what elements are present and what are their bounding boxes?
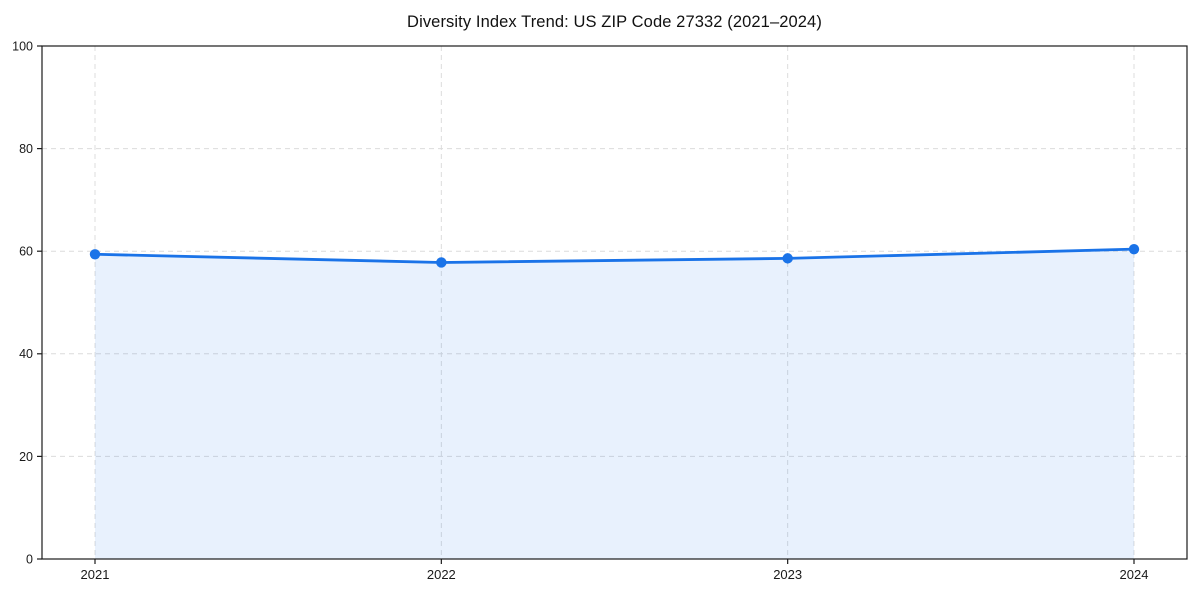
x-tick-label: 2023: [773, 567, 802, 582]
data-point: [436, 257, 447, 268]
y-tick-label: 80: [19, 142, 33, 156]
y-tick-label: 20: [19, 450, 33, 464]
y-tick-label: 40: [19, 347, 33, 361]
data-point: [89, 249, 101, 260]
x-tick-label: 2021: [81, 567, 110, 582]
data-point: [1128, 243, 1140, 255]
x-tick-label: 2022: [427, 567, 456, 582]
plot-border: [41, 45, 1188, 560]
x-tick-label: 2024: [1120, 567, 1149, 582]
chart-title: Diversity Index Trend: US ZIP Code 27332…: [407, 13, 822, 31]
y-tick-label: 60: [19, 245, 33, 259]
area-fill: [95, 249, 1134, 559]
trend-line: [93, 247, 1136, 264]
y-tick-label: 0: [26, 552, 33, 566]
y-tick-label: 100: [12, 39, 33, 53]
data-point: [782, 253, 793, 264]
